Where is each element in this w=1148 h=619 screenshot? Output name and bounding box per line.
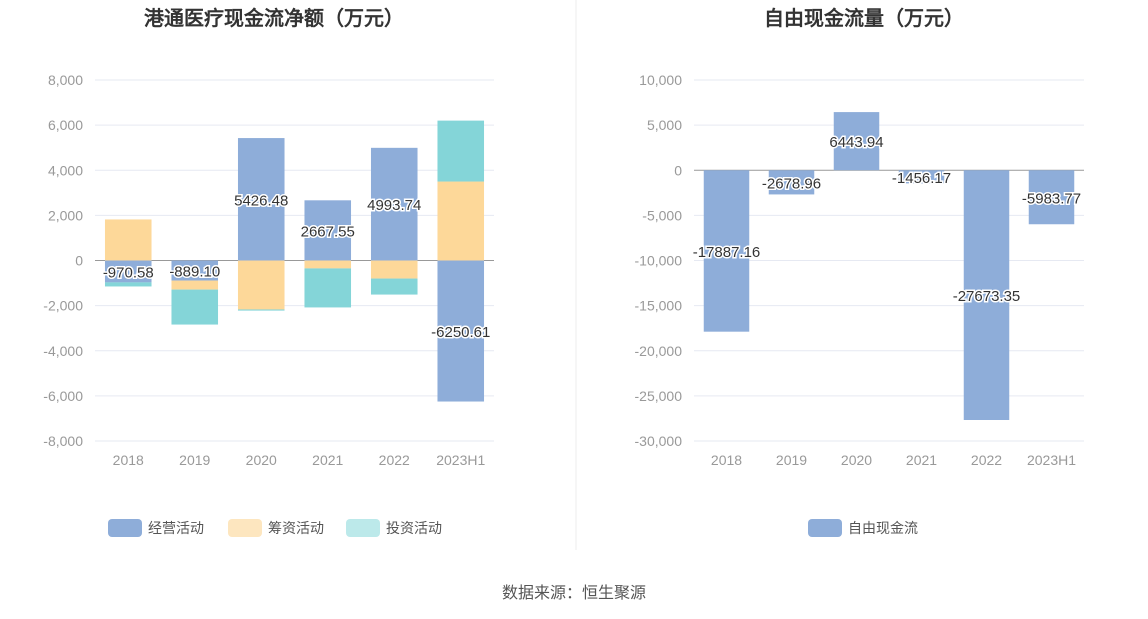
data-label: -17887.16: [693, 244, 761, 261]
source-note: 数据来源：恒生聚源: [502, 584, 646, 602]
bar-筹资活动-2021[interactable]: [304, 260, 352, 269]
data-label: 5426.48: [234, 192, 288, 209]
x-tick-label: 2019: [179, 452, 210, 468]
bar-自由现金流-2021[interactable]: [898, 170, 945, 184]
bar-自由现金流-2023H1[interactable]: [1028, 170, 1075, 225]
y-tick-label: -15,000: [635, 298, 683, 314]
data-label: -1456.17: [892, 170, 951, 187]
bar-筹资活动-2019[interactable]: [171, 280, 219, 290]
bar-自由现金流-2019[interactable]: [768, 170, 815, 195]
bar-筹资活动-2022[interactable]: [370, 260, 418, 279]
x-tick-label: 2019: [776, 452, 807, 468]
data-label: -6250.61: [431, 324, 490, 341]
bar-筹资活动-2020[interactable]: [237, 260, 285, 310]
y-tick-label: 4,000: [48, 162, 83, 178]
bar-经营活动-2018[interactable]: [104, 260, 152, 283]
data-label: 6443.94: [829, 134, 883, 151]
legend-label[interactable]: 投资活动: [386, 520, 442, 536]
chart-title: 自由现金流量（万元）: [764, 6, 964, 30]
bar-经营活动-2020[interactable]: [237, 138, 285, 261]
bar-自由现金流-2020[interactable]: [833, 112, 880, 171]
legend-swatch[interactable]: [228, 519, 262, 537]
y-tick-label: -4,000: [43, 343, 83, 359]
bar-自由现金流-2018[interactable]: [703, 170, 750, 332]
y-tick-label: 6,000: [48, 117, 83, 133]
x-tick-label: 2020: [841, 452, 872, 468]
y-tick-label: -6,000: [43, 388, 83, 404]
data-label: -970.58: [103, 264, 154, 281]
bar-投资活动-2018[interactable]: [104, 282, 152, 287]
bar-自由现金流-2022[interactable]: [963, 170, 1010, 421]
bar-经营活动-2023H1[interactable]: [437, 260, 485, 402]
x-tick-label: 2020: [246, 452, 277, 468]
y-tick-label: -8,000: [43, 433, 83, 449]
x-tick-label: 2023H1: [1027, 452, 1076, 468]
y-tick-label: -20,000: [635, 343, 683, 359]
legend-swatch[interactable]: [808, 519, 842, 537]
y-tick-label: 10,000: [639, 72, 682, 88]
data-label: 4993.74: [367, 197, 421, 214]
data-label: -5983.77: [1022, 190, 1081, 207]
x-tick-label: 2018: [113, 452, 144, 468]
data-label: -889.10: [169, 264, 220, 281]
y-tick-label: 0: [674, 162, 682, 178]
y-tick-label: 8,000: [48, 72, 83, 88]
y-tick-label: -30,000: [635, 433, 683, 449]
x-tick-label: 2021: [312, 452, 343, 468]
bar-经营活动-2019[interactable]: [171, 260, 219, 281]
y-tick-label: -2,000: [43, 298, 83, 314]
bar-经营活动-2022[interactable]: [370, 147, 418, 261]
data-label: -27673.35: [953, 288, 1021, 305]
x-tick-label: 2021: [906, 452, 937, 468]
y-tick-label: 2,000: [48, 207, 83, 223]
x-tick-label: 2018: [711, 452, 742, 468]
bar-投资活动-2023H1[interactable]: [437, 120, 485, 182]
x-tick-label: 2023H1: [436, 452, 485, 468]
bar-投资活动-2020[interactable]: [237, 309, 285, 311]
y-tick-label: 0: [75, 253, 83, 269]
bar-投资活动-2021[interactable]: [304, 268, 352, 308]
bar-筹资活动-2023H1[interactable]: [437, 181, 485, 261]
y-tick-label: -5,000: [642, 207, 682, 223]
legend-label[interactable]: 经营活动: [148, 520, 204, 536]
legend-label[interactable]: 筹资活动: [268, 520, 324, 536]
y-tick-label: -10,000: [635, 253, 683, 269]
bar-投资活动-2019[interactable]: [171, 289, 219, 325]
legend-label[interactable]: 自由现金流: [848, 520, 918, 536]
chart-title: 港通医疗现金流净额（万元）: [144, 6, 404, 30]
legend-swatch[interactable]: [108, 519, 142, 537]
y-tick-label: -25,000: [635, 388, 683, 404]
bar-经营活动-2021[interactable]: [304, 200, 352, 261]
bar-投资活动-2022[interactable]: [370, 278, 418, 295]
data-label: 2667.55: [301, 223, 355, 240]
legend-swatch[interactable]: [346, 519, 380, 537]
data-label: -2678.96: [762, 175, 821, 192]
x-tick-label: 2022: [971, 452, 1002, 468]
x-tick-label: 2022: [379, 452, 410, 468]
bar-筹资活动-2018[interactable]: [104, 219, 152, 261]
y-tick-label: 5,000: [647, 117, 682, 133]
